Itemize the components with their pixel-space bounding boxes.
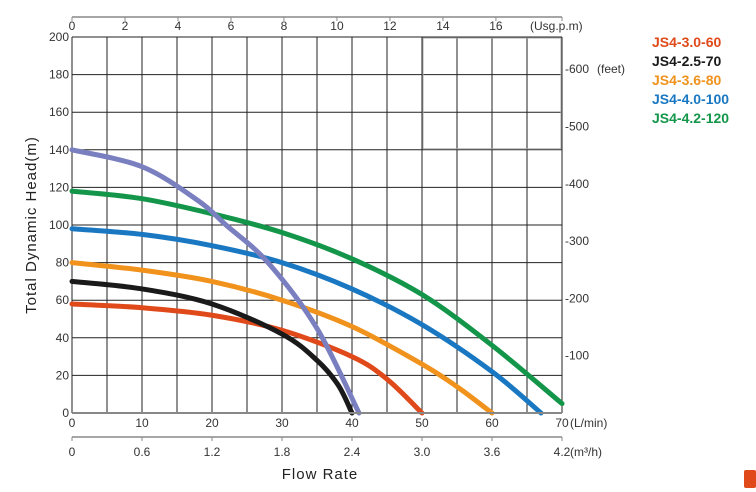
y-tick-label: 120 [49,180,69,194]
x-tick-label: 30 [275,416,289,430]
top-tick-label: 12 [383,19,397,33]
right-tick-label: -100 [565,349,589,363]
y-tick-label: 80 [56,256,70,270]
bottom2-tick-label: 1.8 [274,445,291,459]
x-tick-label: 10 [135,416,149,430]
x-tick-label: 20 [205,416,219,430]
y-tick-label: 180 [49,68,69,82]
legend-entry: JS4-3.0-60 [652,34,721,50]
top-tick-label: 10 [330,19,344,33]
legend-entry: JS4-4.0-100 [652,91,729,107]
bottom2-tick-label: 2.4 [344,445,361,459]
bottom2-tick-label: 0 [69,445,76,459]
grid-highlight [422,37,562,150]
bottom2-tick-label: 1.2 [204,445,221,459]
top-tick-label: 6 [228,19,235,33]
curve-js4-2.5-70 [69,278,355,416]
right-tick-label: -200 [565,291,589,305]
top-tick-label: 14 [436,19,450,33]
x-unit-label: (L/min) [570,416,607,430]
top-unit-label: (Usg.p.m) [530,19,583,33]
right-tick-label: -400 [565,177,589,191]
grid [71,36,563,414]
curve-js4-3.0-60 [69,301,425,416]
right-tick-label: -500 [565,119,589,133]
y-tick-label: 100 [49,218,69,232]
y-tick-label: 40 [56,331,70,345]
right-unit-label: (feet) [597,62,625,76]
y-tick-label: 140 [49,143,69,157]
x-tick-label: 0 [69,416,76,430]
legend-entry: JS4-2.5-70 [652,53,721,69]
bottom2-tick-label: 0.6 [134,445,151,459]
top-tick-label: 16 [489,19,503,33]
curve-js4-3.6-80 [69,260,495,416]
legend: JS4-3.0-60 JS4-2.5-70 JS4-3.6-80 JS4-4.0-10… [652,34,729,126]
x-axis-title: Flow Rate [282,466,359,483]
x-tick-label: 70 [555,416,569,430]
right-tick-label: -600 [565,62,589,76]
curve-js4-4.0-100 [69,226,544,416]
y-axis-title: Total Dynamic Head(m) [23,136,40,314]
bottom2-tick-label: 3.0 [414,445,431,459]
top-tick-label: 4 [175,19,182,33]
bottom2-tick-label: 3.6 [484,445,501,459]
x-tick-label: 60 [485,416,499,430]
legend-entry: JS4-4.2-120 [652,110,729,126]
curve-js4-4.2-120 [69,188,565,407]
x-tick-label: 50 [415,416,429,430]
bottom2-tick-label: 4.2 [554,445,571,459]
logo [744,470,756,488]
y-tick-label: 0 [62,406,69,420]
y-tick-label: 60 [56,293,70,307]
top-tick-label: 8 [281,19,288,33]
top-tick-label: 2 [122,19,129,33]
y-tick-label: 20 [56,368,70,382]
x-tick-label: 40 [345,416,359,430]
top-tick-label: 0 [69,19,76,33]
legend-entry: JS4-3.6-80 [652,72,721,88]
bottom2-unit-label: (m³/h) [570,445,602,459]
right-tick-label: -300 [565,234,589,248]
y-tick-label: 200 [49,30,69,44]
y-tick-label: 160 [49,105,69,119]
curves [69,147,565,416]
curve-unlabeled [69,147,362,416]
